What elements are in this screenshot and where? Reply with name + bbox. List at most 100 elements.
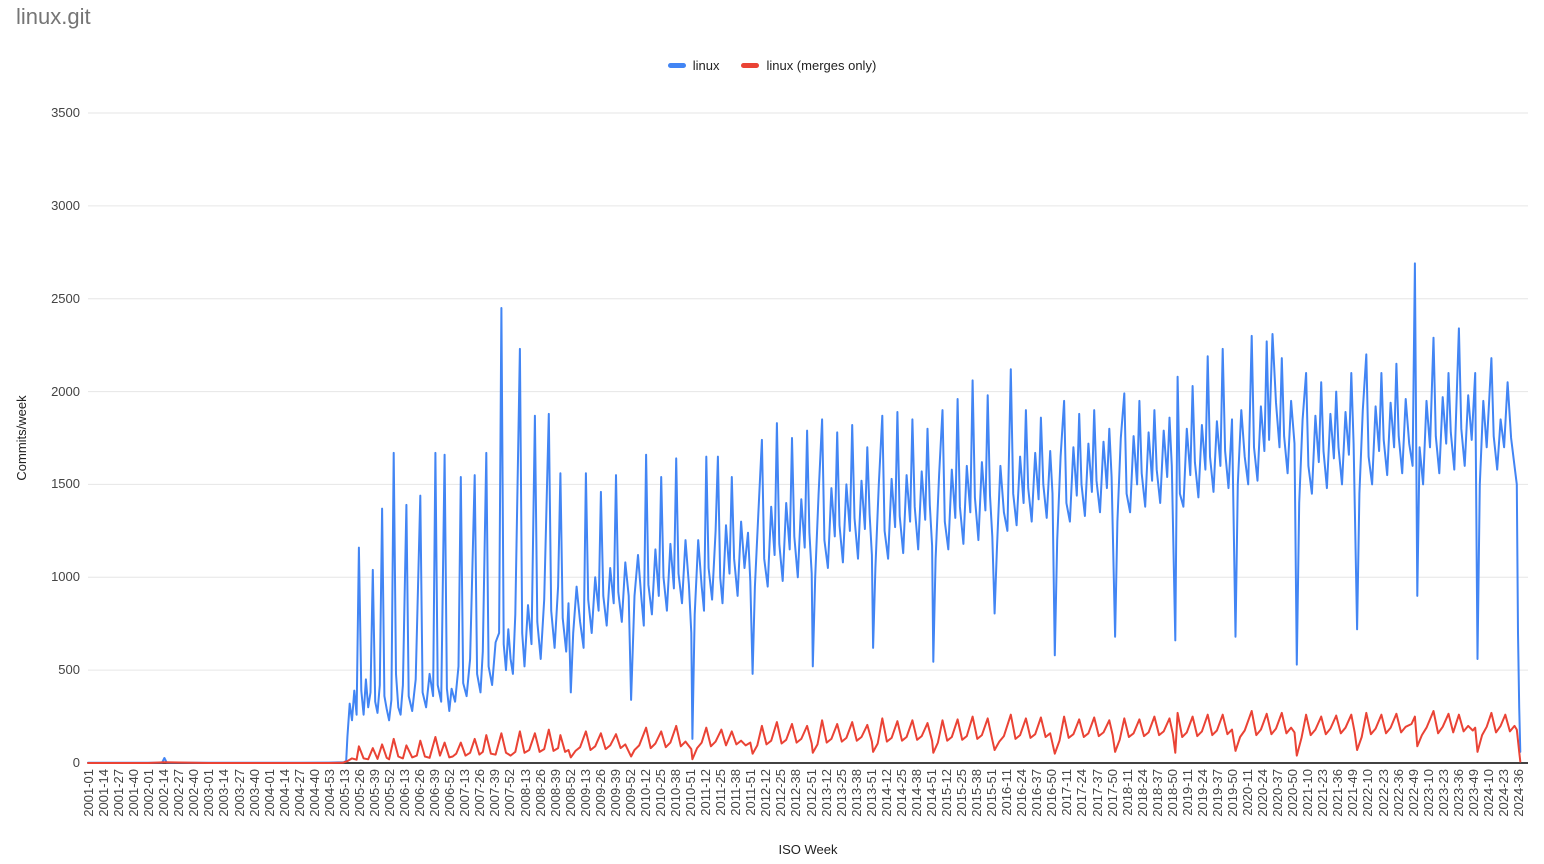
x-tick-label: 2021-23 [1315, 769, 1331, 817]
x-tick-label: 2016-37 [1029, 769, 1045, 817]
legend-label: linux (merges only) [766, 58, 877, 73]
y-tick-label: 2000 [51, 383, 80, 399]
legend-item-linux-merges-only: linux (merges only) [741, 58, 876, 73]
x-tick-label: 2014-25 [893, 769, 909, 817]
x-tick-label: 2018-50 [1164, 769, 1180, 817]
x-tick-label: 2023-23 [1435, 769, 1451, 817]
x-tick-label: 2014-12 [878, 769, 894, 817]
x-tick-label: 2008-26 [532, 769, 548, 817]
x-tick-label: 2005-13 [336, 769, 352, 817]
x-tick-label: 2010-51 [683, 769, 699, 817]
x-tick-label: 2018-37 [1149, 769, 1165, 817]
x-tick-label: 2023-36 [1450, 769, 1466, 817]
x-tick-label: 2017-37 [1089, 769, 1105, 817]
x-tick-label: 2024-23 [1495, 769, 1511, 817]
x-tick-label: 2019-37 [1209, 769, 1225, 817]
x-tick-label: 2019-11 [1179, 769, 1195, 816]
legend: linux linux (merges only) [0, 58, 1544, 73]
x-tick-label: 2017-50 [1104, 769, 1120, 817]
x-tick-label: 2010-38 [668, 769, 684, 817]
x-tick-label: 2012-38 [788, 769, 804, 817]
x-tick-label: 2004-14 [276, 769, 292, 817]
x-tick-label: 2011-12 [698, 769, 714, 816]
x-tick-label: 2013-51 [863, 769, 879, 817]
x-tick-label: 2005-26 [351, 769, 367, 817]
x-tick-label: 2015-38 [969, 769, 985, 817]
x-tick-label: 2015-12 [939, 769, 954, 817]
x-tick-label: 2003-40 [246, 769, 262, 817]
x-tick-label: 2016-24 [1014, 769, 1030, 817]
x-tick-label: 2023-49 [1465, 769, 1481, 817]
y-axis-title: Commits/week [14, 395, 29, 481]
x-tick-label: 2020-11 [1240, 769, 1256, 816]
y-tick-label: 3000 [51, 197, 80, 213]
x-tick-label: 2006-52 [442, 769, 458, 817]
legend-dash-icon [741, 63, 760, 68]
x-tick-label: 2008-13 [517, 769, 533, 817]
x-tick-label: 2004-01 [261, 769, 277, 817]
x-tick-label: 2018-24 [1134, 769, 1150, 817]
x-tick-label: 2022-36 [1390, 769, 1406, 817]
x-tick-label: 2012-12 [758, 769, 774, 817]
x-tick-label: 2021-36 [1330, 769, 1346, 817]
x-tick-label: 2011-25 [713, 769, 729, 816]
x-tick-label: 2005-39 [367, 769, 382, 817]
x-tick-label: 2020-50 [1285, 769, 1301, 817]
x-tick-label: 2005-52 [382, 769, 398, 817]
x-tick-label: 2001-40 [126, 769, 142, 817]
x-tick-label: 2009-39 [607, 769, 623, 817]
x-tick-label: 2021-10 [1300, 769, 1316, 817]
x-tick-label: 2001-14 [96, 769, 112, 817]
x-tick-label: 2011-38 [728, 769, 744, 816]
x-tick-label: 2023-10 [1420, 769, 1436, 817]
x-tick-label: 2024-10 [1480, 769, 1496, 817]
x-tick-label: 2022-23 [1375, 769, 1391, 817]
y-tick-label: 2500 [51, 290, 80, 306]
x-tick-label: 2019-24 [1194, 769, 1210, 817]
x-tick-label: 2014-38 [908, 769, 924, 817]
x-tick-label: 2008-39 [547, 769, 563, 817]
x-tick-label: 2006-13 [397, 769, 413, 817]
x-tick-label: 2017-24 [1074, 769, 1090, 817]
legend-item-linux: linux [667, 58, 720, 73]
x-tick-label: 2004-53 [321, 769, 337, 817]
legend-label: linux [692, 58, 720, 73]
x-tick-label: 2007-52 [502, 769, 518, 817]
x-tick-label: 2002-40 [186, 769, 202, 817]
x-tick-label: 2001-01 [81, 769, 96, 817]
x-tick-label: 2011-51 [743, 769, 759, 816]
x-tick-label: 2010-25 [653, 769, 668, 817]
y-tick-label: 0 [72, 755, 80, 770]
x-tick-label: 2012-51 [803, 769, 819, 817]
x-tick-label: 2004-40 [306, 769, 322, 817]
x-tick-label: 2002-01 [141, 769, 157, 817]
x-tick-label: 2013-12 [818, 769, 834, 817]
x-tick-label: 2006-26 [412, 769, 428, 817]
x-tick-label: 2002-27 [171, 769, 187, 817]
x-tick-label: 2022-49 [1405, 769, 1421, 817]
y-tick-label: 1000 [51, 569, 80, 585]
x-tick-label: 2015-51 [984, 769, 1000, 817]
x-axis-title: ISO Week [778, 842, 838, 857]
x-tick-label: 2003-01 [201, 769, 217, 817]
x-tick-label: 2003-27 [231, 769, 247, 817]
x-tick-label: 2006-39 [427, 769, 443, 817]
x-tick-label: 2019-50 [1225, 769, 1240, 817]
x-tick-label: 2016-50 [1044, 769, 1060, 817]
x-tick-label: 2021-49 [1345, 769, 1361, 817]
x-tick-label: 2009-13 [577, 769, 593, 817]
y-tick-label: 500 [58, 662, 80, 678]
x-tick-label: 2004-27 [291, 769, 307, 817]
x-tick-label: 2022-10 [1360, 769, 1376, 817]
x-tick-label: 2012-25 [773, 769, 789, 817]
chart-title: linux.git [16, 4, 91, 29]
x-tick-label: 2014-51 [923, 769, 939, 817]
x-tick-label: 2018-11 [1119, 769, 1135, 816]
y-tick-label: 3500 [51, 105, 80, 120]
x-tick-label: 2020-37 [1270, 769, 1286, 817]
x-tick-label: 2001-27 [111, 769, 127, 817]
x-tick-label: 2013-38 [848, 769, 864, 817]
series-line-linux-merges-only [87, 710, 1522, 764]
x-tick-label: 2007-13 [457, 769, 473, 817]
